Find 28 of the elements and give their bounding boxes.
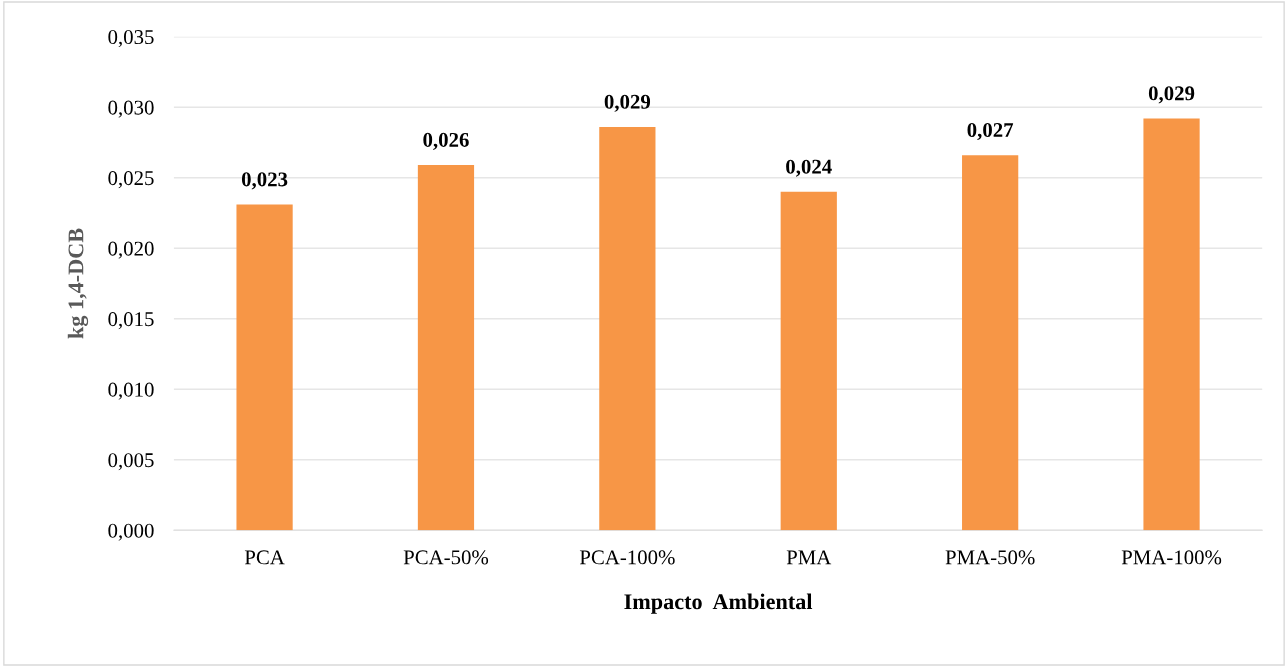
data-label: 0,027 [967, 122, 1014, 141]
x-tick-label: PMA-50% [945, 550, 1035, 565]
x-tick-label: PCA-100% [579, 550, 675, 565]
y-tick-label: 0,005 [108, 453, 154, 471]
bar [417, 165, 475, 531]
y-tick-label: 0,030 [108, 100, 154, 118]
x-tick-label: PCA [244, 550, 285, 565]
data-label: 0,023 [241, 172, 288, 190]
x-tick-label: PCA-50% [403, 550, 489, 565]
bar [1143, 118, 1200, 531]
y-tick-label: 0,000 [108, 523, 154, 541]
bar [780, 191, 837, 531]
data-label: 0,029 [604, 94, 651, 112]
x-tick-label: PMA-100% [1121, 550, 1222, 565]
y-tick-label: 0,015 [108, 312, 154, 330]
x-tick-label: PMA [786, 550, 832, 565]
y-tick-label: 0,020 [108, 241, 154, 259]
data-label: 0,029 [1148, 86, 1195, 104]
data-label: 0,026 [423, 132, 469, 150]
bar [962, 155, 1019, 531]
bar [236, 204, 293, 531]
bar [599, 126, 656, 531]
y-axis-title: kg 1,4-DCB [67, 228, 89, 339]
y-tick-label: 0,035 [108, 30, 154, 48]
data-label: 0,024 [786, 159, 832, 177]
x-axis-title: Impacto Ambiental [624, 593, 813, 614]
y-tick-label: 0,010 [108, 382, 154, 400]
y-tick-label: 0,025 [108, 171, 154, 189]
